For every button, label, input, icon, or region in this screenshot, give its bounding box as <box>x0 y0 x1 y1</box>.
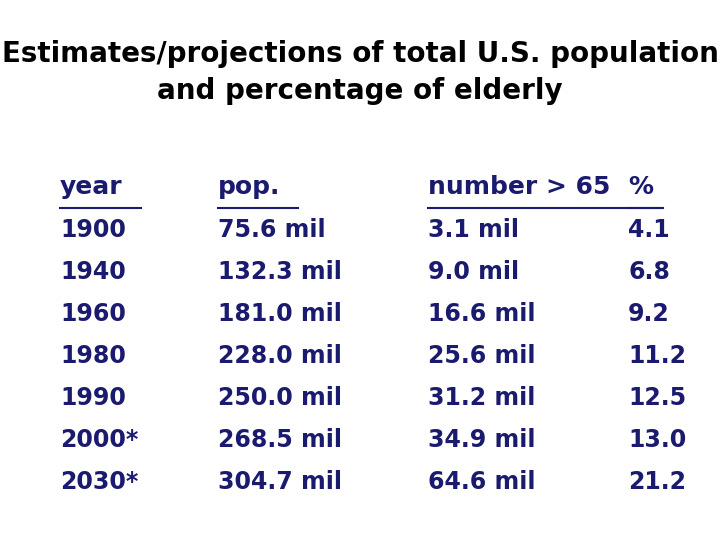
Text: 1940: 1940 <box>60 260 126 284</box>
Text: 21.2: 21.2 <box>628 470 686 494</box>
Text: 9.0 mil: 9.0 mil <box>428 260 519 284</box>
Text: 34.9 mil: 34.9 mil <box>428 428 536 452</box>
Text: 250.0 mil: 250.0 mil <box>218 386 342 410</box>
Text: 1900: 1900 <box>60 218 126 242</box>
Text: 4.1: 4.1 <box>628 218 670 242</box>
Text: 132.3 mil: 132.3 mil <box>218 260 342 284</box>
Text: 12.5: 12.5 <box>628 386 686 410</box>
Text: 2030*: 2030* <box>60 470 138 494</box>
Text: 6.8: 6.8 <box>628 260 670 284</box>
Text: year: year <box>60 175 122 199</box>
Text: 304.7 mil: 304.7 mil <box>218 470 342 494</box>
Text: 64.6 mil: 64.6 mil <box>428 470 536 494</box>
Text: year: year <box>60 175 122 199</box>
Text: Estimates/projections of total U.S. population
and percentage of elderly: Estimates/projections of total U.S. popu… <box>1 40 719 105</box>
Text: 25.6 mil: 25.6 mil <box>428 344 536 368</box>
Text: 11.2: 11.2 <box>628 344 686 368</box>
Text: 268.5 mil: 268.5 mil <box>218 428 342 452</box>
Text: 2000*: 2000* <box>60 428 138 452</box>
Text: number > 65: number > 65 <box>428 175 611 199</box>
Text: number > 65: number > 65 <box>428 175 611 199</box>
Text: 3.1 mil: 3.1 mil <box>428 218 519 242</box>
Text: 75.6 mil: 75.6 mil <box>218 218 325 242</box>
Text: 228.0 mil: 228.0 mil <box>218 344 342 368</box>
Text: 1990: 1990 <box>60 386 126 410</box>
Text: %: % <box>628 175 653 199</box>
Text: %: % <box>628 175 653 199</box>
Text: 31.2 mil: 31.2 mil <box>428 386 536 410</box>
Text: pop.: pop. <box>218 175 280 199</box>
Text: 16.6 mil: 16.6 mil <box>428 302 536 326</box>
Text: 13.0: 13.0 <box>628 428 686 452</box>
Text: 9.2: 9.2 <box>628 302 670 326</box>
Text: 1980: 1980 <box>60 344 126 368</box>
Text: 181.0 mil: 181.0 mil <box>218 302 342 326</box>
Text: pop.: pop. <box>218 175 280 199</box>
Text: 1960: 1960 <box>60 302 126 326</box>
